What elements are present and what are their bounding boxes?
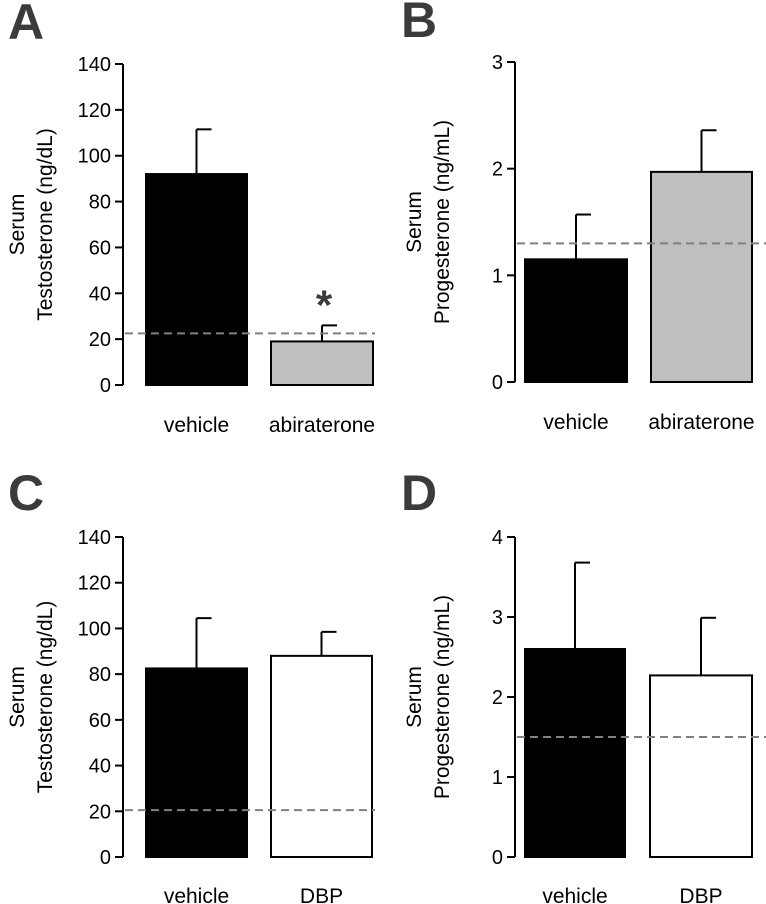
y-tick-label: 80	[89, 192, 111, 214]
bar-abiraterone	[270, 340, 374, 386]
y-tick-label: 100	[78, 146, 111, 168]
y-axis-title-line: Testosterone (ng/dL)	[34, 128, 57, 321]
y-axis-title-line: Serum	[6, 194, 29, 256]
panel-A: A 0 20 40 60 80 100 120 140 Serum Testosterone (ng…	[6, 0, 375, 437]
y-tick-label: 60	[89, 237, 111, 259]
y-axis-title: Serum Progesterone (ng/mL)	[403, 595, 454, 799]
significance-asterisk: *	[316, 281, 333, 328]
y-axis-title-line: Testosterone (ng/dL)	[34, 601, 57, 794]
panel-letter: B	[401, 0, 437, 48]
y-axis-title: Serum Testosterone (ng/dL)	[6, 601, 57, 794]
panel-letter: D	[401, 465, 437, 521]
y-tick-label: 100	[78, 618, 111, 640]
y-tick-label: 3	[492, 52, 503, 74]
y-axis-title-line: Serum	[403, 666, 426, 728]
x-category-label: vehicle	[543, 411, 608, 434]
y-tick-label: 0	[100, 375, 111, 397]
y-axis-title-line: Serum	[403, 191, 426, 253]
y-tick-label: 40	[89, 756, 111, 778]
y-tick-label: 20	[89, 329, 111, 351]
y-tick-label: 4	[492, 527, 503, 549]
bar-abiraterone	[650, 170, 753, 383]
y-tick-label: 0	[492, 847, 503, 869]
panel-letter: C	[8, 465, 44, 521]
y-tick-label: 2	[492, 687, 503, 709]
y-tick-label: 120	[78, 100, 111, 122]
x-category-label: abiraterone	[269, 414, 375, 437]
bar-DBP	[649, 674, 753, 859]
y-tick-label: 120	[78, 573, 111, 595]
x-category-label: DBP	[679, 885, 722, 904]
panel-letter: A	[8, 0, 44, 50]
bar-vehicle	[145, 667, 248, 859]
y-axis-title-line: Progesterone (ng/mL)	[431, 595, 454, 799]
y-axis-title: Serum Testosterone (ng/dL)	[6, 128, 57, 321]
bar-vehicle	[145, 173, 248, 386]
y-tick-label: 2	[492, 159, 503, 181]
x-category-label: vehicle	[542, 885, 607, 904]
y-tick-label: 1	[492, 767, 503, 789]
y-tick-label: 40	[89, 283, 111, 305]
y-tick-label: 1	[492, 265, 503, 287]
x-category-label: vehicle	[164, 885, 229, 904]
y-tick-label: 140	[78, 54, 111, 76]
y-tick-label: 80	[89, 664, 111, 686]
panel-C: C 0 20 40 60 80 100 120 140 Serum Testosterone (ng…	[6, 465, 375, 904]
bar-DBP	[270, 654, 373, 858]
y-tick-label: 140	[78, 527, 111, 549]
panel-B: B 0 1 2 3 Serum Progesterone (ng/mL) vehicle abi…	[401, 0, 766, 434]
x-category-label: abiraterone	[648, 411, 754, 434]
x-category-label: vehicle	[164, 414, 229, 437]
y-axis-title: Serum Progesterone (ng/mL)	[403, 120, 454, 324]
y-tick-label: 0	[492, 372, 503, 394]
y-tick-label: 60	[89, 710, 111, 732]
y-axis-title-line: Serum	[6, 666, 29, 728]
x-category-label: DBP	[300, 885, 343, 904]
y-tick-label: 0	[100, 847, 111, 869]
y-axis-title-line: Progesterone (ng/mL)	[431, 120, 454, 324]
bar-vehicle	[524, 258, 628, 384]
bar-vehicle	[524, 648, 626, 858]
y-tick-label: 20	[89, 801, 111, 823]
panel-D: D 0 1 2 3 4 Serum Progesterone (ng/mL) vehicle DB…	[401, 465, 766, 904]
y-tick-label: 3	[492, 607, 503, 629]
